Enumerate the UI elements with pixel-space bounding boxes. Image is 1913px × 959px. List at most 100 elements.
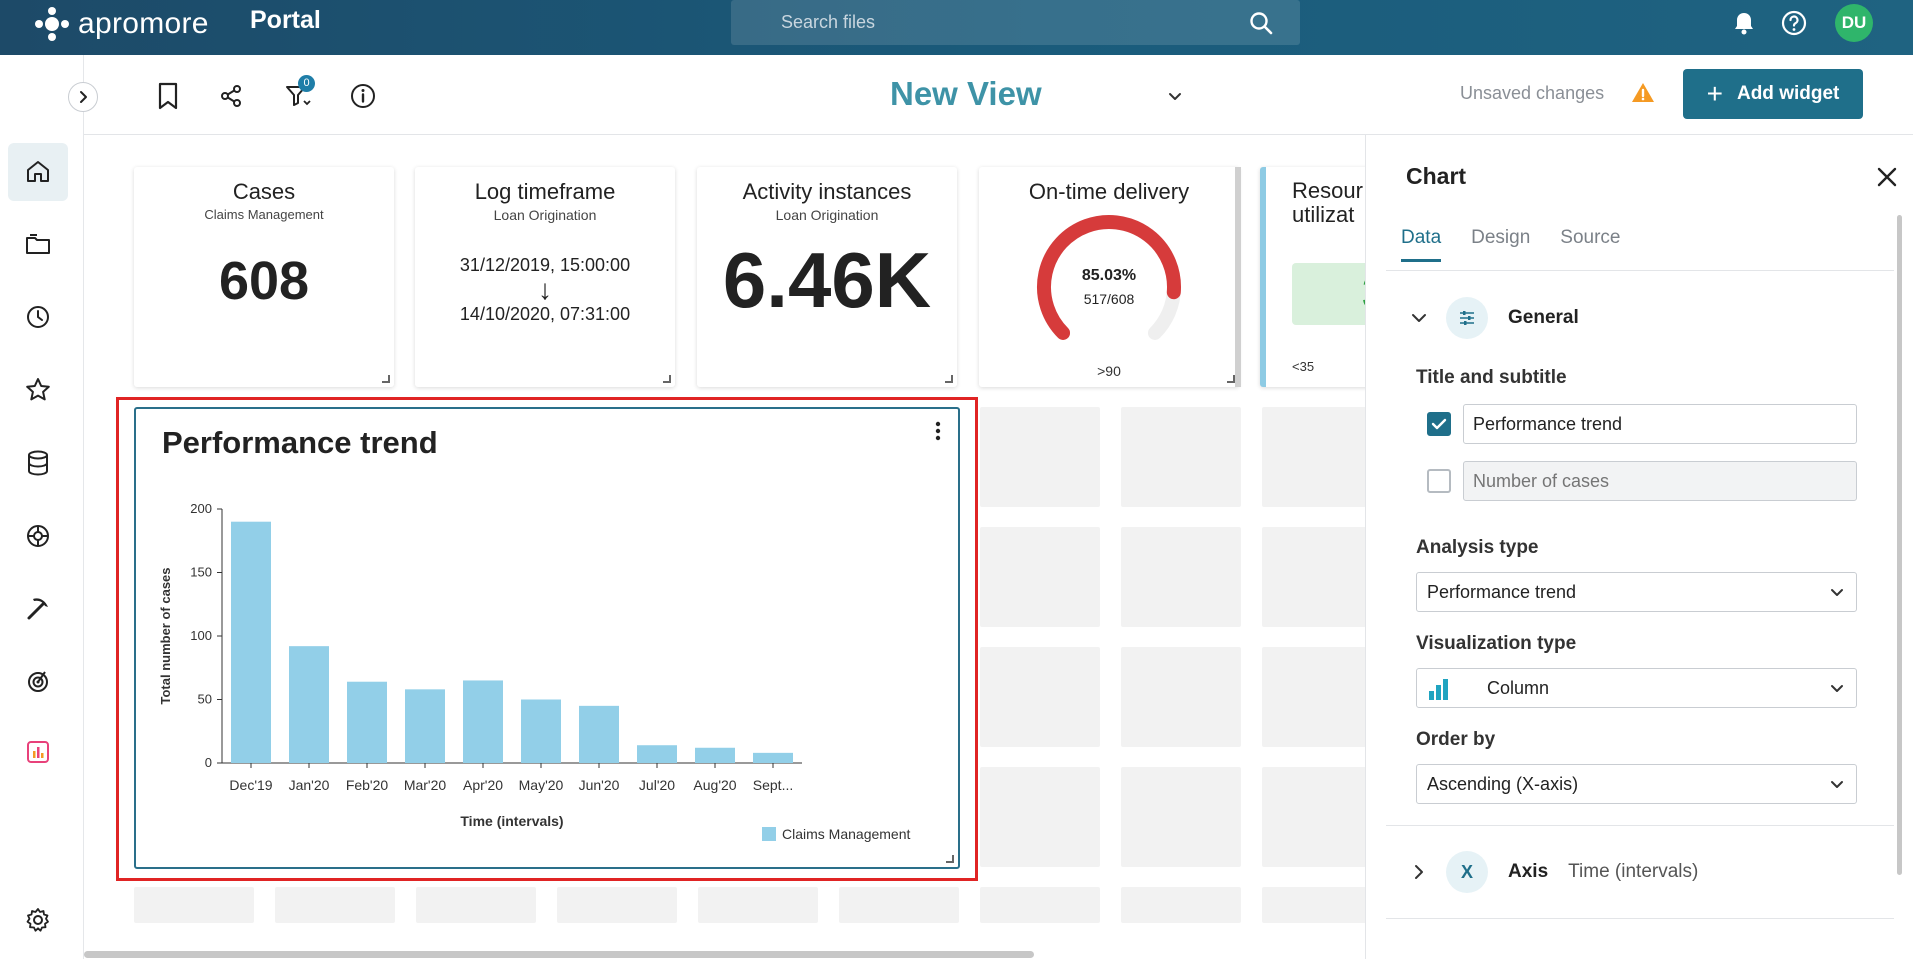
nav-monitor[interactable] (8, 652, 68, 710)
nav-files[interactable] (8, 215, 68, 273)
subtitle-checkbox[interactable] (1427, 469, 1451, 493)
horizontal-scrollbar[interactable] (84, 951, 1034, 958)
nav-settings[interactable] (8, 891, 68, 949)
on-time-delivery-card[interactable]: On-time delivery 85.03% 517/608 >90 (979, 167, 1241, 387)
nav-recent[interactable] (8, 288, 68, 346)
subtitle-input[interactable] (1463, 461, 1857, 501)
chevron-down-icon[interactable] (1164, 85, 1186, 107)
empty-grid-cell (275, 887, 395, 923)
tab-data[interactable]: Data (1401, 227, 1442, 262)
card-scrollbar[interactable] (1235, 167, 1241, 387)
axis-value: Time (intervals) (1568, 861, 1699, 882)
tab-source[interactable]: Source (1560, 227, 1621, 248)
chevron-right-icon (80, 91, 87, 103)
view-title[interactable]: New View (890, 75, 1042, 112)
close-icon[interactable] (1873, 163, 1901, 191)
title-checkbox[interactable] (1427, 412, 1451, 436)
user-avatar[interactable]: DU (1835, 4, 1873, 42)
search-bar[interactable]: Search files (731, 0, 1300, 45)
title-subtitle-label: Title and subtitle (1416, 367, 1567, 388)
section-divider (1386, 825, 1894, 826)
info-icon (351, 84, 375, 108)
expand-sidebar-button[interactable] (68, 82, 98, 112)
gauge-fill (1037, 215, 1181, 340)
title-input[interactable] (1463, 404, 1857, 444)
selected-widget-highlight (116, 397, 978, 881)
resource-utilization-card[interactable]: Resour utilizat 3 <35 (1260, 167, 1365, 387)
card-title: Resour utilizat (1292, 179, 1365, 227)
info-button[interactable] (346, 79, 380, 113)
gauge-threshold: >90 (1097, 363, 1121, 379)
bookmark-button[interactable] (151, 79, 185, 113)
empty-grid-cell (698, 887, 818, 923)
card-value: 6.46K (722, 236, 932, 324)
order-by-select[interactable]: Ascending (X-axis) (1416, 764, 1857, 804)
card-threshold: <35 (1292, 359, 1315, 374)
search-input[interactable]: Search files (781, 12, 876, 32)
legend-swatch (762, 827, 776, 841)
card-title-line1: Resour (1292, 178, 1363, 203)
top-bar: apromore Portal Search files DU (0, 0, 1913, 55)
chevron-down-icon (1412, 314, 1426, 322)
panel-scrollbar[interactable] (1897, 215, 1902, 875)
add-widget-button[interactable]: + Add widget (1683, 69, 1863, 119)
resize-handle[interactable] (1227, 375, 1235, 383)
empty-grid-cell (1262, 407, 1365, 507)
gear-icon (26, 908, 49, 932)
left-nav-rail (0, 55, 84, 959)
search-icon[interactable] (1248, 10, 1274, 36)
visualization-type-value: Column (1487, 678, 1550, 698)
x-tick-label: Apr'20 (463, 777, 503, 793)
y-tick-label: 200 (190, 501, 212, 516)
more-options-icon[interactable] (928, 419, 948, 443)
nav-favorites[interactable] (8, 361, 68, 419)
empty-grid-cell (980, 887, 1100, 923)
bar (579, 705, 619, 763)
resize-handle[interactable] (946, 855, 954, 863)
resize-handle[interactable] (382, 375, 390, 383)
general-section-header[interactable]: General (1408, 297, 1579, 339)
apromore-logo[interactable]: apromore (34, 6, 209, 42)
gauge-percent: 85.03% (1081, 267, 1137, 284)
x-axis-badge: X (1446, 851, 1488, 893)
y-tick-label: 0 (205, 755, 212, 770)
axis-section-header[interactable]: X Axis Time (intervals) (1408, 851, 1698, 893)
visualization-type-select[interactable]: Column (1416, 668, 1857, 708)
card-value: 3 (1292, 263, 1365, 325)
nav-discover[interactable] (8, 507, 68, 565)
bar (463, 680, 503, 763)
resize-handle[interactable] (945, 375, 953, 383)
empty-grid-cell (1262, 887, 1365, 923)
panel-tabs: Data Design Source (1401, 227, 1621, 262)
empty-grid-cell (980, 647, 1100, 747)
general-label: General (1508, 307, 1579, 328)
bell-icon[interactable] (1730, 9, 1758, 37)
help-icon[interactable] (1780, 9, 1808, 37)
section-divider (1386, 918, 1894, 919)
arrow-down-icon: ↓ (538, 274, 552, 305)
log-timeframe-card[interactable]: Log timeframe Loan Origination 31/12/201… (415, 167, 675, 387)
empty-grid-cell (1121, 407, 1241, 507)
performance-trend-widget[interactable]: Performance trend 0 50 100 150 200 Dec'19 Jan'… (134, 407, 960, 869)
timeframe-start: 31/12/2019, 15:00:00 (459, 255, 631, 275)
filter-button[interactable]: 0 (281, 75, 315, 113)
empty-grid-cell (980, 407, 1100, 507)
order-by-value: Ascending (X-axis) (1427, 774, 1579, 794)
empty-grid-cell (134, 887, 254, 923)
nav-dashboards[interactable] (8, 723, 68, 781)
x-tick-label: May'20 (519, 777, 564, 793)
cases-card[interactable]: Cases Claims Management 608 (134, 167, 394, 387)
nav-mining[interactable] (8, 579, 68, 637)
nav-data[interactable] (8, 434, 68, 492)
empty-grid-cell (839, 887, 959, 923)
tab-design[interactable]: Design (1471, 227, 1531, 248)
card-title: On-time delivery (1028, 179, 1190, 204)
resize-handle[interactable] (663, 375, 671, 383)
nav-home[interactable] (8, 143, 68, 201)
portal-label[interactable]: Portal (250, 6, 321, 34)
share-button[interactable] (214, 79, 248, 113)
activity-instances-card[interactable]: Activity instances Loan Origination 6.46… (697, 167, 957, 387)
card-title: Activity instances (742, 179, 912, 204)
star-icon (26, 378, 50, 401)
analysis-type-select[interactable]: Performance trend (1416, 572, 1857, 612)
